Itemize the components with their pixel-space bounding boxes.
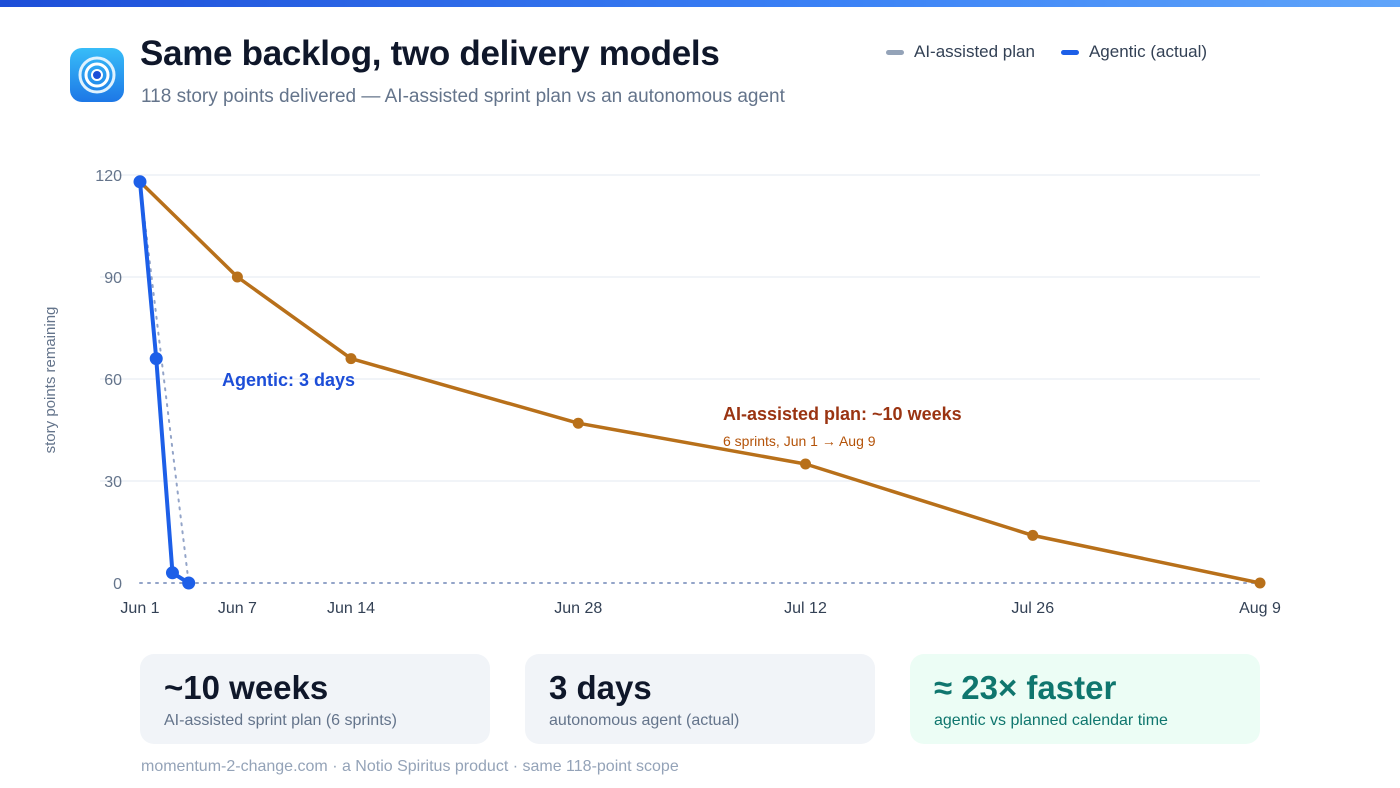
data-point-plan-3: [572, 417, 584, 429]
y-axis-label: story points remaining: [42, 307, 59, 454]
data-point-agentic-3: [182, 576, 196, 590]
stat-caption-agentic: autonomous agent (actual): [549, 712, 740, 729]
data-point-plan-5: [1027, 529, 1039, 541]
series-line-agentic: [138, 179, 191, 585]
y-tick-label-60: 60: [104, 372, 122, 389]
data-point-agentic-1: [149, 352, 163, 366]
burndown-chart: 0 30 60 90 120 Jun 1 Jun 7 Jun 14 Jun 28 Jul 12 Ju…: [42, 168, 1281, 617]
x-tick-label-aug-9: Aug 9: [1239, 600, 1281, 617]
data-point-agentic-2: [165, 566, 179, 580]
page-title: Same backlog, two delivery models: [140, 34, 720, 73]
x-tick-label-jul-26: Jul 26: [1011, 600, 1054, 617]
annotation-plan-detail: 6 sprints, Jun 1 → Aug 9: [723, 433, 876, 449]
y-tick-label-120: 120: [95, 168, 122, 185]
footer-text: momentum-2-change.com · a Notio Spiritus…: [141, 758, 679, 775]
app-logo-icon: [70, 48, 124, 102]
y-tick-label-0: 0: [113, 576, 122, 593]
legend-item-plan: AI-assisted plan: [886, 42, 1035, 62]
chart-legend: AI-assisted plan Agentic (actual): [886, 42, 1207, 62]
y-tick-label-90: 90: [104, 270, 122, 287]
x-tick-label-jun-14: Jun 14: [327, 600, 375, 617]
annotation-agentic: Agentic: 3 days: [222, 370, 355, 390]
legend-swatch-plan: [886, 49, 904, 55]
stat-value-plan: ~10 weeks: [164, 669, 329, 706]
y-tick-label-30: 30: [104, 474, 122, 491]
data-point-plan-1: [231, 271, 243, 283]
top-accent-bar: [0, 0, 1400, 7]
x-tick-label-jul-12: Jul 12: [784, 600, 827, 617]
stat-value-agentic: 3 days: [549, 669, 652, 706]
x-tick-label-jun-1: Jun 1: [120, 600, 159, 617]
legend-swatch-agentic: [1060, 49, 1079, 55]
data-point-plan-6: [1254, 577, 1266, 589]
stat-card-agentic: 3 days autonomous agent (actual): [525, 654, 875, 744]
legend-label-plan: AI-assisted plan: [914, 42, 1035, 61]
legend-item-agentic: Agentic (actual): [1060, 42, 1208, 62]
stat-caption-speedup: agentic vs planned calendar time: [934, 712, 1168, 729]
annotation-plan-title: AI-assisted plan: ~10 weeks: [723, 404, 962, 424]
x-tick-label-jun-28: Jun 28: [554, 600, 602, 617]
agentic-guide-line: [139, 180, 190, 584]
x-tick-label-jun-7: Jun 7: [218, 600, 257, 617]
stat-card-plan: ~10 weeks AI-assisted sprint plan (6 spr…: [140, 654, 490, 744]
page-subtitle: 118 story points delivered — AI-assisted…: [141, 86, 785, 107]
legend-label-agentic: Agentic (actual): [1088, 42, 1208, 61]
data-point-plan-4: [800, 458, 812, 470]
data-point-plan-2: [345, 353, 357, 365]
data-point-agentic-0: [133, 175, 147, 189]
stat-caption-plan: AI-assisted sprint plan (6 sprints): [164, 712, 397, 729]
stat-card-speedup: ≈ 23× faster agentic vs planned calendar…: [910, 654, 1260, 744]
stat-value-speedup: ≈ 23× faster: [934, 669, 1117, 706]
